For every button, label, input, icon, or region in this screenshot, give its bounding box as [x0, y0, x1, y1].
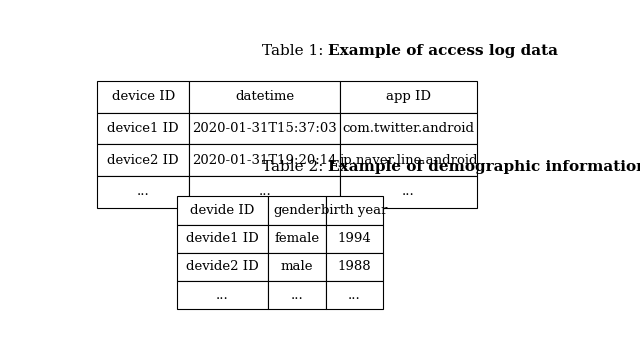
Bar — [340, 176, 477, 208]
Text: ...: ... — [348, 289, 360, 302]
Text: devide ID: devide ID — [191, 204, 255, 217]
Bar — [189, 113, 340, 144]
Bar — [177, 253, 269, 281]
Bar — [189, 81, 340, 113]
Text: Example of access log data: Example of access log data — [328, 44, 558, 58]
Bar — [269, 253, 326, 281]
Text: ...: ... — [402, 185, 415, 198]
Text: ...: ... — [259, 185, 271, 198]
Bar — [97, 113, 189, 144]
Bar — [269, 281, 326, 309]
Bar — [189, 176, 340, 208]
Text: female: female — [275, 232, 319, 245]
Text: male: male — [281, 260, 313, 273]
Text: ...: ... — [137, 185, 150, 198]
Text: birth year: birth year — [321, 204, 387, 217]
Text: gender: gender — [273, 204, 321, 217]
Bar — [177, 196, 269, 225]
Bar — [340, 113, 477, 144]
Text: device1 ID: device1 ID — [108, 122, 179, 135]
Bar — [177, 281, 269, 309]
Bar — [340, 144, 477, 176]
Bar — [177, 225, 269, 253]
Bar — [269, 196, 326, 225]
Bar — [97, 176, 189, 208]
Bar — [326, 225, 383, 253]
Text: ...: ... — [216, 289, 229, 302]
Text: Table 1:: Table 1: — [262, 44, 328, 58]
Text: devide2 ID: devide2 ID — [186, 260, 259, 273]
Text: datetime: datetime — [235, 90, 294, 103]
Bar — [189, 144, 340, 176]
Text: devide1 ID: devide1 ID — [186, 232, 259, 245]
Bar — [326, 281, 383, 309]
Bar — [97, 144, 189, 176]
Text: 2020-01-31T19:20:14: 2020-01-31T19:20:14 — [193, 154, 337, 166]
Text: Example of demographic information data: Example of demographic information data — [328, 160, 640, 174]
Text: 1994: 1994 — [337, 232, 371, 245]
Text: Table 2:: Table 2: — [262, 160, 328, 174]
Bar — [326, 253, 383, 281]
Text: com.twitter.android: com.twitter.android — [342, 122, 475, 135]
Bar — [326, 196, 383, 225]
Bar — [97, 81, 189, 113]
Text: 2020-01-31T15:37:03: 2020-01-31T15:37:03 — [193, 122, 337, 135]
Bar — [269, 225, 326, 253]
Text: ...: ... — [291, 289, 303, 302]
Text: device ID: device ID — [111, 90, 175, 103]
Text: jp.naver.line.android: jp.naver.line.android — [339, 154, 478, 166]
Text: app ID: app ID — [386, 90, 431, 103]
Text: device2 ID: device2 ID — [108, 154, 179, 166]
Bar — [340, 81, 477, 113]
Text: 1988: 1988 — [337, 260, 371, 273]
